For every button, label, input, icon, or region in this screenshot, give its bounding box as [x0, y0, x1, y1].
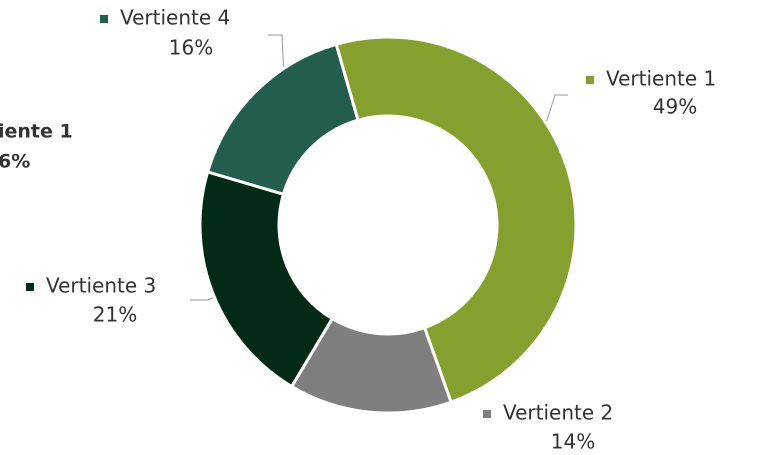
slice-label: Vertiente 1: [606, 67, 716, 91]
donut-slice: [198, 170, 335, 389]
legend-marker: [483, 410, 491, 418]
legend-marker: [586, 76, 594, 84]
slice-label: Vertiente 2: [503, 401, 613, 425]
value-label: 49%: [653, 95, 697, 119]
donut-slice: [205, 42, 360, 197]
value-label: 16%: [169, 36, 213, 60]
value-label: 21%: [93, 303, 137, 327]
slice-label: Vertiente 4: [120, 6, 230, 30]
legend-marker: [26, 283, 34, 291]
value-label: 14%: [551, 430, 595, 454]
cut-off-label: iente 1: [0, 121, 73, 143]
donut-slice: [334, 35, 578, 405]
legend-marker: [100, 15, 108, 23]
cut-off-label: 6%: [0, 151, 30, 173]
slice-label: Vertiente 3: [46, 274, 156, 298]
